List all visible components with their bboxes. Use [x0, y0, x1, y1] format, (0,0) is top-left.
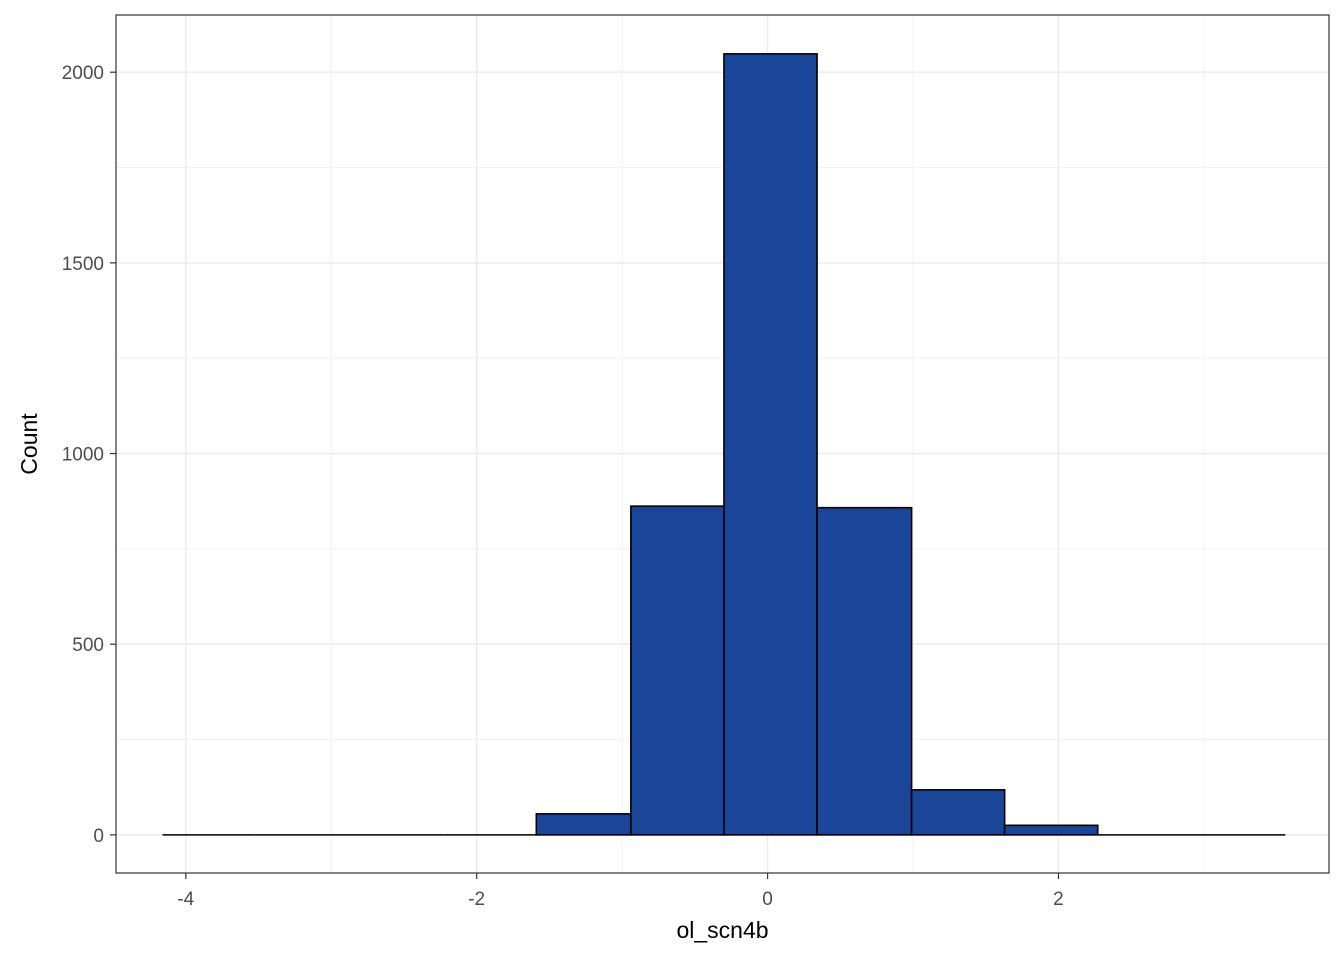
y-axis: 0 500 1000 1500 2000	[62, 63, 116, 847]
x-tick-label: 2	[1053, 889, 1064, 910]
x-axis-title: ol_scn4b	[676, 917, 768, 943]
histogram-bar-7	[816, 506, 913, 836]
histogram-bars	[162, 53, 1286, 836]
histogram-bar-9	[1003, 824, 1099, 836]
histogram-bar-6	[723, 53, 818, 836]
x-tick-label: 0	[762, 889, 773, 910]
x-tick-label: -2	[468, 889, 485, 910]
y-tick-label: 1500	[62, 254, 104, 275]
y-tick-label: 0	[93, 826, 104, 847]
panel-border	[115, 14, 1330, 874]
x-tick-label: -4	[177, 889, 194, 910]
y-tick-label: 2000	[62, 63, 104, 84]
histogram-bar-4	[535, 813, 632, 836]
y-tick-label: 500	[72, 635, 104, 656]
histogram-bar-5	[630, 505, 725, 836]
y-axis-title: Count	[16, 413, 42, 475]
x-axis: -4 -2 0 2	[177, 873, 1064, 910]
y-tick-label: 1000	[62, 445, 104, 466]
histogram-bar-8	[910, 789, 1006, 836]
